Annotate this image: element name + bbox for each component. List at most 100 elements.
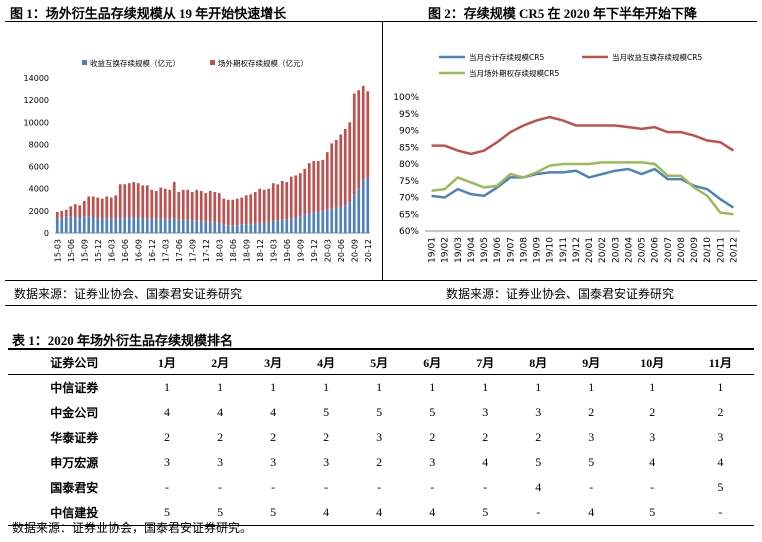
bar-segment (244, 224, 248, 233)
y-tick-label: 8000 (29, 140, 49, 149)
y-tick-label: 70% (399, 194, 419, 204)
bar-segment (145, 185, 149, 219)
x-tick-label: 18-12 (256, 239, 265, 262)
column-header: 3月 (246, 348, 300, 375)
bar-segment (361, 85, 365, 180)
rank-cell: 5 (482, 505, 489, 519)
rank-cell: 2 (376, 455, 383, 469)
rank-cell: - (483, 480, 488, 494)
column-header: 1月 (140, 348, 194, 375)
x-tick-label: 19/09 (533, 237, 543, 263)
bar-segment (294, 217, 298, 233)
bar-segment (321, 210, 325, 233)
y-tick-label: 10000 (24, 118, 49, 127)
bar-segment (168, 219, 172, 233)
y-tick-label: 75% (399, 177, 419, 187)
bar-segment (60, 210, 64, 219)
rank-cell: - (324, 480, 329, 494)
legend-label: 当月收益互换存续规模CR5 (612, 52, 702, 62)
bar-segment (285, 182, 289, 220)
rank-cell: 4 (717, 455, 724, 469)
bar-segment (330, 208, 334, 233)
bar-segment (154, 218, 158, 233)
x-tick-label: 19/07 (506, 237, 516, 263)
column-header: 10月 (617, 348, 687, 375)
bar-segment (267, 221, 271, 233)
bar-segment (343, 128, 347, 206)
rank-cell: 3 (376, 430, 383, 444)
rank-cell: 4 (649, 455, 656, 469)
bar-segment (114, 195, 118, 219)
bar-segment (307, 163, 311, 214)
legend-label: 当月合计存续规模CR5 (469, 52, 544, 62)
bar-segment (96, 197, 100, 218)
x-tick-label: 20/02 (598, 237, 608, 263)
x-tick-label: 19-06 (283, 239, 292, 262)
x-tick-label: 16-09 (134, 239, 143, 262)
table-row: 中金公司 4 4 4 5 5 5 3 3 2 2 2 (8, 400, 754, 425)
rank-cell: 2 (717, 405, 724, 419)
x-tick-label: 18-06 (229, 239, 238, 262)
bar-segment (100, 218, 104, 233)
bar-segment (316, 211, 320, 233)
row-header: 申万宏源 (50, 456, 99, 470)
bar-segment (357, 90, 361, 189)
x-tick-label: 20/05 (638, 237, 648, 263)
bar-segment (289, 218, 293, 233)
bar-segment (204, 193, 208, 222)
rank-cell: 4 (588, 505, 595, 519)
x-tick-label: 19/12 (572, 237, 582, 263)
rank-cell: 2 (217, 430, 224, 444)
row-header: 华泰证券 (50, 431, 99, 445)
bar-segment (325, 152, 329, 210)
bar-segment (118, 217, 122, 233)
table-row: 申万宏源 3 3 3 3 2 3 4 5 5 4 4 (8, 450, 754, 475)
rank-cell: 1 (535, 380, 542, 394)
rank-cell: 1 (164, 380, 171, 394)
bar-segment (289, 176, 293, 219)
bar-segment (280, 180, 284, 220)
rank-cell: 5 (429, 405, 436, 419)
bar-segment (280, 219, 284, 233)
rule (5, 21, 757, 22)
bar-segment (199, 220, 203, 233)
bar-segment (312, 211, 316, 233)
y-tick-label: 6000 (29, 163, 49, 172)
rank-cell: 3 (217, 455, 224, 469)
bar-segment (55, 211, 59, 218)
figure-caption: 图 2：存续规模 CR5 在 2020 年下半年开始下降 (428, 6, 698, 21)
bar-segment (285, 219, 289, 233)
bar-segment (114, 218, 118, 233)
x-tick-label: 19/06 (493, 237, 503, 263)
x-tick-label: 20/11 (716, 237, 726, 263)
bar-segment (348, 202, 352, 233)
bar-segment (231, 199, 235, 226)
bar-segment (100, 198, 104, 219)
bar-segment (172, 182, 176, 219)
y-tick-label: 60% (399, 227, 419, 237)
rank-cell: 5 (717, 480, 724, 494)
bar-segment (82, 216, 86, 233)
bar-segment (213, 192, 217, 222)
bar-segment (276, 184, 280, 221)
x-tick-label: 20/06 (651, 237, 661, 263)
bar-segment (339, 207, 343, 233)
bar-segment (186, 219, 190, 233)
rank-cell: 5 (323, 405, 330, 419)
x-tick-label: 20-09 (350, 239, 359, 262)
bar-segment (217, 193, 221, 224)
bar-segment (316, 161, 320, 212)
y-tick-label: 4000 (29, 185, 49, 194)
rank-cell: 1 (717, 380, 724, 394)
bar-segment (136, 217, 140, 233)
rank-cell: 5 (588, 455, 595, 469)
x-tick-label: 16-06 (121, 239, 130, 262)
table-caption: 表 1：2020 年场外衍生品存续规模排名 (12, 333, 234, 348)
x-tick-label: 17-09 (188, 239, 197, 262)
y-tick-label: 65% (399, 210, 419, 220)
x-tick-label: 15-03 (53, 239, 62, 262)
bar-segment (163, 218, 167, 233)
bar-segment (204, 221, 208, 233)
bar-segment (190, 192, 194, 221)
bar-segment (307, 213, 311, 233)
